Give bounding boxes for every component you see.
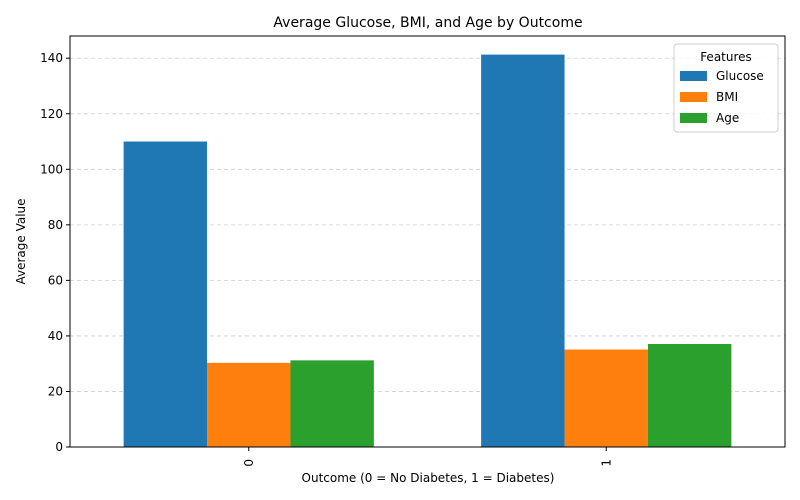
plot-frame — [69, 35, 786, 448]
y-axis-label: Average Value — [14, 198, 28, 284]
bar-bmi-1 — [564, 349, 648, 447]
chart-title: Average Glucose, BMI, and Age by Outcome — [273, 15, 582, 31]
legend-label-age: Age — [716, 111, 739, 125]
y-tick-label: 20 — [48, 384, 63, 398]
y-tick-label: 60 — [48, 273, 63, 287]
bar-bmi-0 — [207, 362, 291, 447]
legend-label-bmi: BMI — [716, 90, 738, 104]
y-tick-label: 80 — [48, 218, 63, 232]
bar-glucose-0 — [123, 141, 208, 447]
legend: Features Glucose BMI Age — [673, 43, 779, 133]
y-axis: 0 20 40 60 80 100 120 140 — [40, 51, 70, 454]
legend-label-glucose: Glucose — [716, 69, 764, 83]
x-tick-label: 1 — [599, 459, 613, 467]
x-tick-label: 0 — [242, 459, 256, 467]
bar-glucose-1 — [481, 54, 565, 447]
y-tick-label: 140 — [40, 51, 63, 65]
legend-swatch-age — [680, 113, 707, 123]
y-tick-label: 100 — [40, 162, 63, 176]
y-tick-label: 120 — [40, 107, 63, 121]
legend-swatch-glucose — [680, 71, 707, 81]
bars — [123, 54, 732, 447]
legend-swatch-bmi — [680, 92, 707, 102]
bar-age-0 — [290, 360, 374, 447]
legend-box — [673, 43, 779, 133]
bar-age-1 — [647, 343, 732, 447]
x-axis-label: Outcome (0 = No Diabetes, 1 = Diabetes) — [302, 471, 555, 485]
y-tick-label: 0 — [55, 440, 63, 454]
legend-title: Features — [700, 50, 752, 64]
y-tick-label: 40 — [48, 329, 63, 343]
